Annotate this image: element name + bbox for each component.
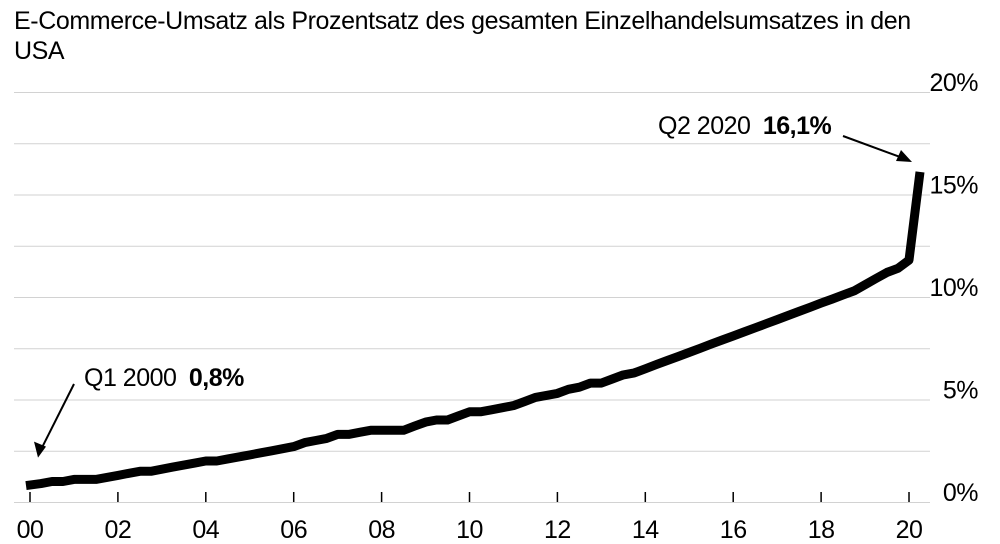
annotation-start-text: Q1 2000 0,8% [84,364,244,392]
x-tick-label: 10 [456,516,483,544]
y-tick-label: 10% [929,274,978,302]
series-line [25,171,925,491]
annotation-end-arrowhead [896,149,912,162]
x-tick-label: 02 [104,516,131,544]
y-axis-labels: 0% 5% 10% 15% 20% [929,69,978,507]
annotation-end-text: Q2 2020 16,1% [658,112,832,140]
x-tick-label: 04 [192,516,219,544]
annotation-start-value: 0,8% [189,364,244,392]
annotation-start: Q1 2000 0,8% [34,364,245,458]
y-tick-label: 0% [943,479,978,507]
annotation-start-arrowhead [34,441,46,458]
x-tick-label: 14 [632,516,659,544]
x-tick-label: 20 [896,516,923,544]
annotation-end-arrow [842,135,901,158]
x-tick-label: 18 [808,516,835,544]
annotation-start-arrow [41,383,75,449]
x-tick-label: 16 [720,516,747,544]
x-tick-label: 06 [280,516,307,544]
chart-title: E-Commerce-Umsatz als Prozentsatz des ge… [14,7,911,65]
y-tick-label: 15% [929,172,978,200]
grid-lines [14,92,930,503]
annotation-start-label: Q1 2000 [84,364,176,392]
y-tick-label: 5% [943,377,978,405]
annotation-end-label: Q2 2020 [658,112,750,140]
x-tick-label: 12 [544,516,571,544]
annotation-end-value: 16,1% [763,112,832,140]
x-tick-label: 08 [368,516,395,544]
y-tick-label: 20% [929,69,978,97]
annotation-end: Q2 2020 16,1% [658,112,912,162]
x-tick-label: 00 [17,516,44,544]
x-axis-labels: 00 02 04 06 08 10 12 14 16 18 20 [17,492,923,544]
